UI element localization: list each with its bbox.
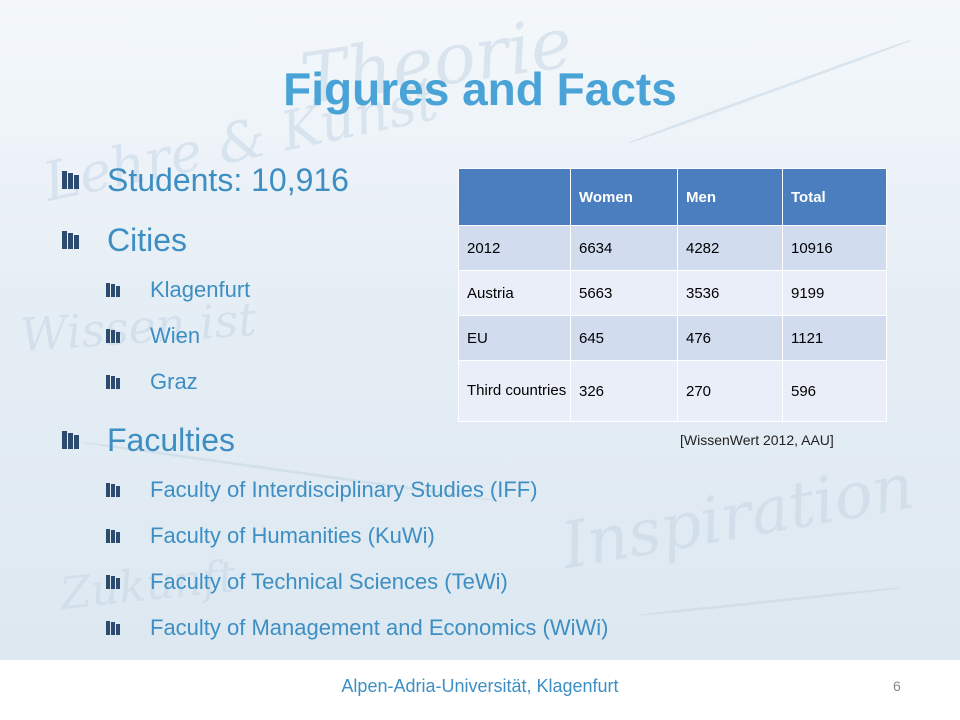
book-bullet-icon [62, 431, 79, 449]
table-header-row: Women Men Total [458, 168, 887, 226]
slide-title: Figures and Facts [283, 63, 677, 115]
table-cell: 4282 [677, 225, 783, 271]
bullet-item: Faculty of Humanities (KuWi) [106, 520, 435, 552]
bullet-text: Graz [150, 369, 198, 394]
table-cell: 476 [677, 315, 783, 361]
table-cell: 3536 [677, 270, 783, 316]
bullet-text: Cities [107, 221, 188, 258]
table-row: EU 645 476 1121 [458, 315, 887, 361]
table-cell: 596 [782, 360, 887, 422]
bullet-text: Faculty of Management and Economics (WiW… [150, 615, 609, 640]
book-bullet-icon [62, 231, 79, 249]
table-header-cell: Women [570, 168, 678, 226]
table-cell: 326 [570, 360, 678, 422]
bullet-text: Students: 10,916 [107, 161, 349, 198]
bullet-item: Faculty of Management and Economics (WiW… [106, 612, 609, 644]
table-header-cell [458, 168, 571, 226]
table-cell: 1121 [782, 315, 887, 361]
table-row: Third countries 326 270 596 [458, 360, 887, 422]
footer-bar [0, 660, 960, 720]
bullet-text: Faculty of Interdisciplinary Studies (IF… [150, 477, 538, 502]
book-bullet-icon [106, 621, 120, 635]
table-row: 2012 6634 4282 10916 [458, 225, 887, 271]
bullet-text: Wien [150, 323, 201, 348]
table-cell: 9199 [782, 270, 887, 316]
table-cell: 270 [677, 360, 783, 422]
book-bullet-icon [106, 529, 120, 543]
footer-text: Alpen-Adria-Universität, Klagenfurt [341, 676, 619, 696]
bullet-text: Faculty of Humanities (KuWi) [150, 523, 435, 548]
table-cell: 645 [570, 315, 678, 361]
book-bullet-icon [106, 483, 120, 497]
table-cell: Third countries [458, 360, 571, 422]
source-note: [WissenWert 2012, AAU] [680, 432, 834, 448]
book-bullet-icon [106, 575, 120, 589]
table-cell: EU [458, 315, 571, 361]
book-bullet-icon [106, 375, 120, 389]
table-cell: 6634 [570, 225, 678, 271]
table-cell: Austria [458, 270, 571, 316]
table-cell: 10916 [782, 225, 887, 271]
statistics-table: Women Men Total 2012 6634 4282 10916 Aus… [458, 168, 887, 422]
bullet-item: Cities [62, 218, 187, 262]
bullet-item: Graz [106, 366, 198, 398]
bullet-item: Faculties [62, 418, 235, 462]
table-row: Austria 5663 3536 9199 [458, 270, 887, 316]
table-cell: 2012 [458, 225, 571, 271]
bullet-item: Faculty of Technical Sciences (TeWi) [106, 566, 508, 598]
table-cell: 5663 [570, 270, 678, 316]
page-number: 6 [893, 678, 901, 694]
table-header-cell: Total [782, 168, 887, 226]
book-bullet-icon [62, 171, 79, 189]
bullet-text: Faculties [107, 421, 236, 458]
bullet-item: Students: 10,916 [62, 158, 349, 202]
bullet-item: Wien [106, 320, 200, 352]
bullet-item: Faculty of Interdisciplinary Studies (IF… [106, 474, 538, 506]
bullet-text: Faculty of Technical Sciences (TeWi) [150, 569, 508, 594]
book-bullet-icon [106, 329, 120, 343]
bullet-item: Klagenfurt [106, 274, 250, 306]
book-bullet-icon [106, 283, 120, 297]
table-header-cell: Men [677, 168, 783, 226]
bullet-text: Klagenfurt [150, 277, 251, 302]
